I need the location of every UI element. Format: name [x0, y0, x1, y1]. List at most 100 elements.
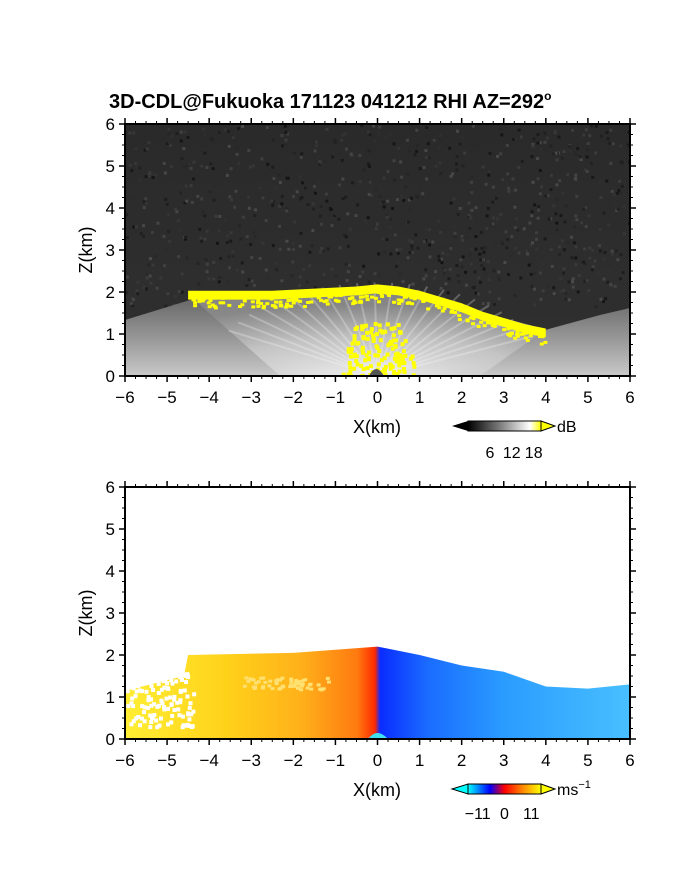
noise-pixel: [497, 270, 501, 274]
velocity-pixel: [321, 687, 326, 691]
strong-echo-pixel: [392, 356, 397, 361]
noise-pixel: [406, 172, 410, 176]
noise-pixel: [356, 178, 360, 182]
missing-data-pixel: [170, 713, 175, 718]
noise-pixel: [291, 248, 295, 251]
noise-pixel: [422, 277, 426, 281]
noise-pixel: [349, 152, 353, 156]
noise-pixel: [491, 185, 495, 189]
noise-pixel: [476, 292, 480, 296]
missing-data-pixel: [140, 689, 144, 694]
strong-echo-pixel: [457, 314, 462, 318]
noise-pixel: [398, 272, 402, 276]
noise-pixel: [313, 191, 317, 195]
noise-pixel: [588, 134, 592, 138]
noise-pixel: [325, 127, 329, 131]
noise-pixel: [395, 230, 399, 234]
x-tick-label: 0: [373, 751, 382, 770]
noise-pixel: [132, 298, 135, 302]
noise-pixel: [485, 227, 489, 230]
noise-pixel: [142, 286, 146, 290]
noise-pixel: [247, 149, 251, 152]
missing-data-pixel: [155, 672, 160, 677]
y-tick-label: 2: [106, 283, 115, 302]
noise-pixel: [541, 289, 545, 293]
noise-pixel: [340, 138, 344, 142]
strong-echo-pixel: [286, 304, 291, 308]
strong-echo-pixel: [348, 365, 353, 370]
noise-pixel: [405, 138, 409, 142]
strong-echo-pixel: [378, 338, 383, 343]
noise-pixel: [513, 205, 517, 209]
x-tick-label: −4: [199, 388, 218, 407]
strong-echo-pixel: [397, 359, 402, 364]
noise-pixel: [179, 130, 183, 134]
colorbar-unit: dB: [557, 419, 577, 436]
y-tick-label: 0: [106, 730, 115, 749]
noise-pixel: [487, 170, 491, 173]
velocity-pixel: [319, 688, 324, 692]
noise-pixel: [585, 155, 589, 159]
missing-data-pixel: [182, 688, 187, 693]
noise-pixel: [167, 127, 171, 131]
strong-echo-pixel: [392, 326, 397, 331]
noise-pixel: [460, 206, 464, 210]
noise-pixel: [350, 181, 354, 185]
noise-pixel: [227, 255, 231, 259]
noise-pixel: [238, 224, 242, 228]
noise-pixel: [367, 149, 371, 153]
strong-echo-pixel: [400, 354, 405, 359]
noise-pixel: [486, 206, 490, 210]
strong-echo-pixel: [259, 302, 264, 305]
strong-echo-pixel: [521, 332, 526, 336]
noise-pixel: [605, 131, 609, 134]
noise-pixel: [501, 178, 505, 182]
strong-echo-pixel: [280, 295, 285, 299]
noise-pixel: [280, 279, 284, 283]
noise-pixel: [411, 282, 415, 286]
noise-pixel: [535, 231, 538, 235]
strong-echo-pixel: [361, 336, 366, 341]
noise-pixel: [175, 210, 179, 214]
noise-pixel: [281, 144, 285, 148]
noise-pixel: [612, 203, 616, 207]
beam-ray: [355, 282, 379, 376]
noise-pixel: [300, 197, 304, 201]
noise-pixel: [139, 232, 143, 236]
x-tick-label: 2: [457, 751, 466, 770]
noise-pixel: [277, 173, 281, 177]
strong-echo-pixel: [349, 350, 353, 354]
strong-echo-pixel: [398, 330, 402, 335]
strong-echo-pixel: [364, 294, 369, 298]
noise-pixel: [530, 285, 534, 288]
noise-pixel: [205, 270, 209, 274]
noise-pixel: [584, 134, 587, 137]
noise-pixel: [537, 208, 541, 212]
noise-pixel: [568, 145, 572, 148]
strong-echo-pixel: [296, 294, 301, 298]
noise-pixel: [336, 126, 340, 130]
noise-pixel: [480, 264, 484, 267]
noise-pixel: [203, 133, 207, 137]
noise-pixel: [562, 267, 566, 271]
noise-pixel: [594, 151, 598, 155]
strong-echo-pixel: [538, 332, 543, 336]
strong-echo-pixel: [383, 373, 388, 376]
strong-echo-pixel: [485, 321, 490, 325]
missing-data-pixel: [139, 716, 144, 721]
noise-pixel: [400, 175, 404, 179]
noise-pixel: [318, 214, 322, 218]
colorbar-tick-label: 11: [523, 806, 540, 823]
missing-data-pixel: [172, 697, 177, 702]
noise-pixel: [505, 143, 509, 147]
noise-pixel: [280, 194, 284, 198]
noise-pixel: [422, 166, 426, 169]
noise-pixel: [396, 252, 400, 255]
noise-pixel: [504, 230, 508, 234]
noise-pixel: [291, 242, 295, 246]
strong-echo-pixel: [399, 361, 404, 366]
strong-echo-pixel: [410, 354, 415, 359]
noise-pixel: [572, 241, 576, 245]
missing-data-pixel: [172, 694, 177, 699]
noise-pixel: [279, 235, 283, 239]
